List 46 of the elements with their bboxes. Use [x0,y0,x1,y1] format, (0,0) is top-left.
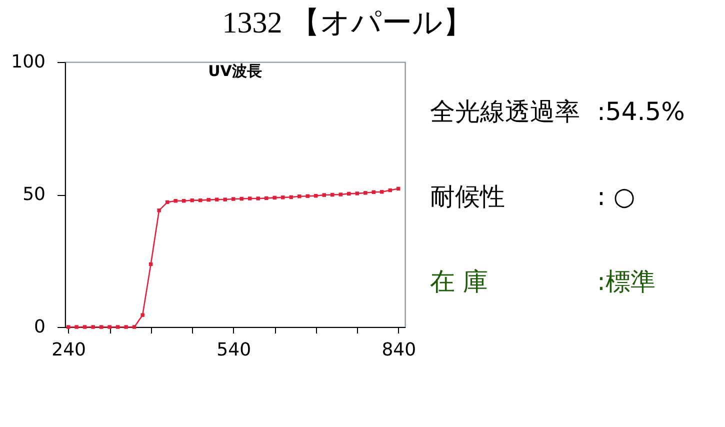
x-tick-label: 540 [216,340,252,360]
text: 在 庫 [430,267,488,296]
x-tick-label: 840 [382,340,416,360]
text: :54.5% [597,97,685,126]
point [174,198,178,203]
point [124,325,128,329]
point [157,208,161,212]
point [338,192,342,196]
point [355,192,360,196]
point [108,325,112,329]
point [272,196,276,200]
point [248,196,252,200]
point [132,325,136,329]
point [190,198,194,202]
point [99,325,104,329]
point [280,196,285,200]
text: :標準 [597,267,656,296]
point [256,196,260,200]
point [116,325,120,329]
point [396,186,400,191]
point [223,198,227,202]
point [206,198,210,202]
point [214,198,219,202]
point [74,325,78,329]
text: : ○ [597,182,636,211]
point [82,325,87,329]
y-tick-label: 0 [34,316,46,338]
x-tick-label: 240 [52,340,86,360]
point [231,197,236,201]
point [66,325,70,329]
point [140,313,144,317]
chart-title: 1332 【オパール】 [222,6,473,40]
text: 全光線透過率 [430,97,580,126]
point [380,190,384,194]
point [240,196,244,201]
y-tick-label: 50 [22,184,46,205]
point [91,325,95,329]
y-tick-label: 100 [11,52,46,72]
point [372,190,376,194]
point [306,194,310,198]
chart-subtitle: UV波長 [208,62,262,80]
point [322,193,326,197]
point [347,192,351,196]
text: 耐候性 [430,182,505,211]
point [364,191,368,195]
point [289,195,293,200]
